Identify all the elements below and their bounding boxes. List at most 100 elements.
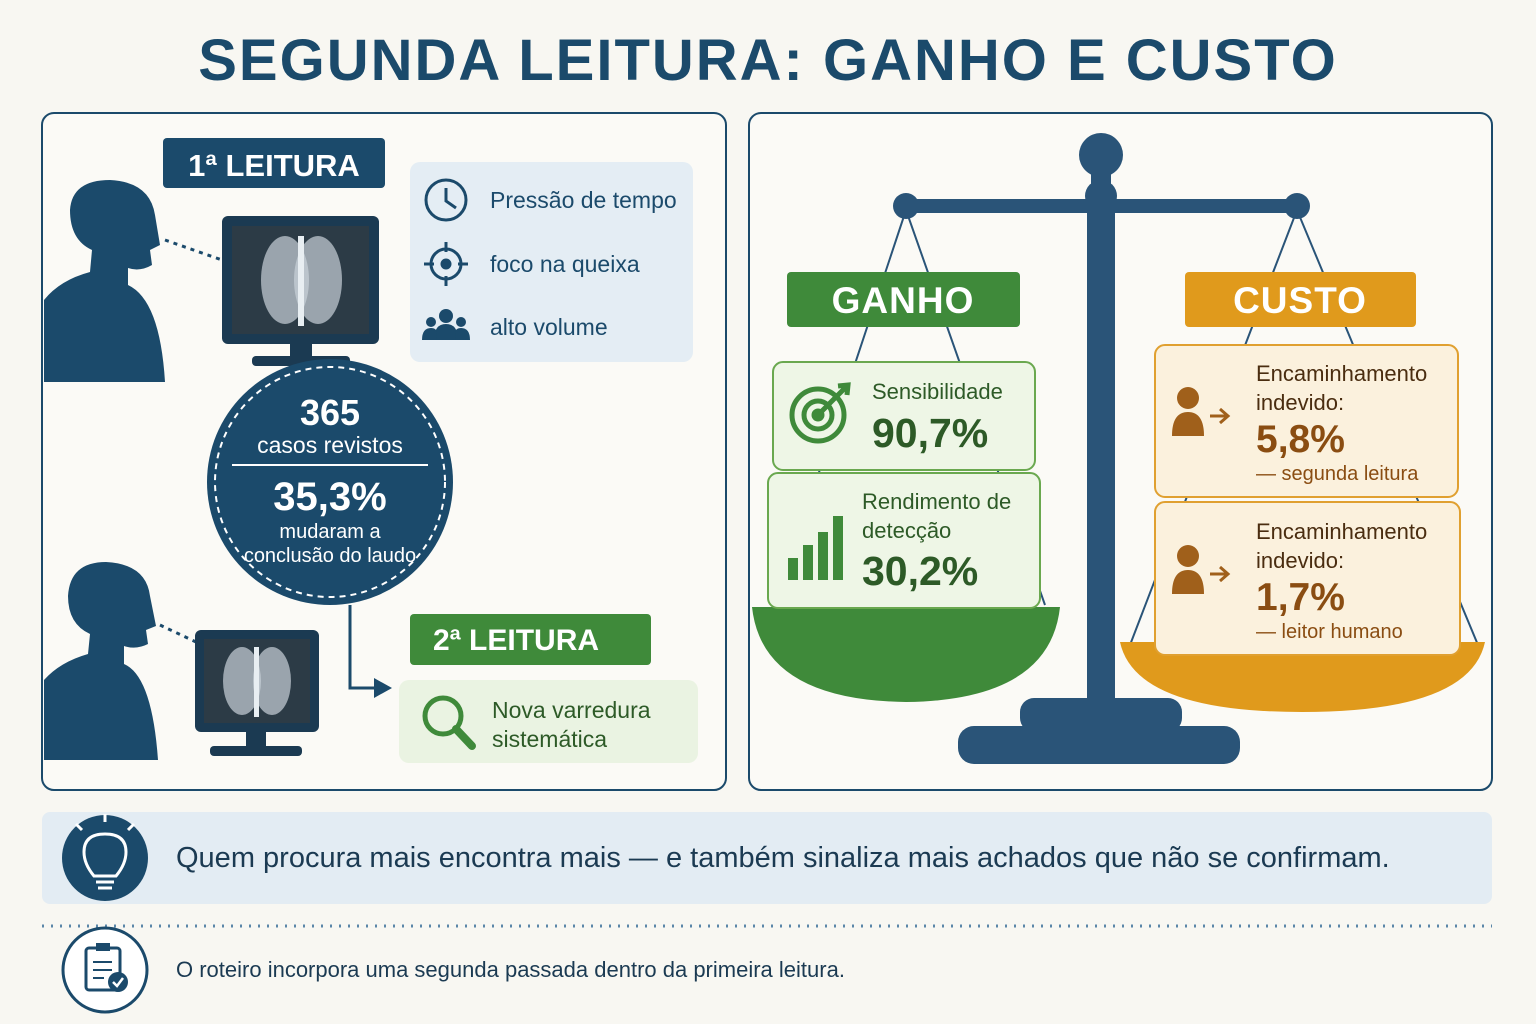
group-icon [422, 309, 470, 340]
percent-label: mudaram a conclusão do laudo [243, 521, 417, 567]
gain-badge [787, 272, 1020, 327]
target-icon-part [424, 242, 468, 286]
gaze-line [159, 623, 197, 644]
cost-item-value: 1,7% [1256, 576, 1345, 619]
insight: Quem procura mais encontra mais — e tamb… [176, 842, 1390, 874]
scale-part [958, 726, 1240, 764]
monitor-one-part [294, 236, 342, 324]
footer-note: O roteiro incorpora uma segunda passada … [176, 957, 845, 982]
gain-pan [752, 607, 1060, 702]
referral-icon-part [1210, 407, 1231, 425]
monitor-two-part [246, 732, 266, 746]
bulb-icon-part [82, 832, 128, 878]
referral-icon-part [1210, 565, 1231, 583]
insight-band [42, 812, 1492, 904]
target-icon-part [789, 386, 847, 444]
result-circle [207, 359, 453, 605]
target-icon-part [801, 398, 835, 432]
bar-chart-icon [788, 516, 843, 580]
cost-card [1154, 344, 1459, 498]
reader-two-part [44, 562, 158, 760]
first-reading-label: 1ª LEITURA [188, 148, 360, 183]
gain-item-label: Sensibilidade [872, 379, 1003, 404]
bulb-icon [74, 814, 136, 890]
percent: 35,3% [273, 475, 387, 519]
group-icon-part [422, 328, 437, 340]
gain-item-value: 30,2% [862, 548, 979, 594]
checklist-icon-part [93, 961, 112, 979]
first-reading-badge [163, 138, 385, 188]
gaze-line [164, 238, 223, 262]
reader-one-part [44, 180, 165, 382]
group-icon-part [456, 317, 466, 327]
group-icon-part [426, 317, 436, 327]
cost-item-note: — leitor humano [1256, 621, 1403, 643]
reader-one [44, 180, 165, 382]
bulb-badge [62, 815, 148, 901]
gain-label: GANHO [831, 280, 975, 321]
scale [893, 133, 1310, 764]
clock-icon [424, 178, 468, 222]
monitor-two-part [223, 647, 261, 715]
clock-icon-part [424, 178, 468, 222]
monitor-two-part [210, 746, 302, 756]
bulb-icon-part [74, 814, 136, 832]
scale-part [893, 193, 919, 219]
checklist-icon-part [112, 977, 124, 988]
monitor-two-part [253, 647, 291, 715]
magnifier-icon-part [422, 695, 464, 737]
count: 365 [299, 392, 361, 433]
gain-item-label: Rendimento de detecção [862, 489, 1012, 543]
monitor-one-part [261, 236, 309, 324]
referral-icon [1172, 387, 1231, 594]
factor: alto volume [490, 314, 608, 340]
referral-icon-part [1172, 570, 1204, 594]
title: SEGUNDA LEITURA: GANHO E CUSTO [198, 28, 1338, 93]
second-reading-badge [410, 614, 651, 665]
cost-item-note: — segunda leitura [1256, 463, 1419, 485]
clock-icon-part [444, 188, 457, 210]
factor: Pressão de tempo [490, 187, 677, 213]
bulb-icon-part [96, 880, 114, 890]
target-icon [424, 242, 468, 286]
gain-card [772, 361, 1036, 471]
target-icon-part [440, 258, 452, 270]
target-icon [789, 382, 851, 444]
group-icon-part [439, 309, 453, 323]
cost-item-label: Encaminhamento indevido: [1256, 361, 1428, 415]
scale-part [1079, 133, 1123, 177]
referral-icon-part [1177, 545, 1199, 567]
cost-item-value: 5,8% [1256, 418, 1345, 461]
magnifier-icon-part [452, 725, 476, 750]
cost-pan [1120, 642, 1485, 712]
second-reading-note: Nova varredura sistemática [492, 697, 651, 753]
bar-chart-icon-part [803, 545, 813, 580]
factor: foco na queixa [490, 251, 640, 277]
cost-label: CUSTO [1233, 280, 1367, 321]
checklist-icon [84, 943, 128, 992]
scale-part [1087, 200, 1115, 710]
monitor-two-part [254, 647, 259, 717]
factor-box [410, 162, 693, 362]
gain-item-value: 90,7% [872, 410, 989, 456]
bar-chart-icon-part [788, 558, 798, 580]
cost-item-label: Encaminhamento indevido: [1256, 519, 1428, 573]
referral-icon-part [1172, 412, 1204, 436]
reader-two [44, 562, 158, 760]
bar-chart-icon-part [818, 532, 828, 580]
count-label: casos revistos [257, 432, 403, 458]
monitor-one [222, 216, 379, 366]
bar-chart-icon-part [833, 516, 843, 580]
scale-part [1020, 698, 1182, 732]
magnifier-icon [422, 695, 476, 750]
result-circle-ring [214, 366, 446, 598]
second-reading-label: 2ª LEITURA [432, 624, 600, 657]
monitor-two [195, 630, 319, 756]
checklist-icon-part [108, 972, 128, 992]
scale-part [1085, 180, 1117, 212]
referral-icon-part [1177, 387, 1199, 409]
checklist-icon-part [96, 943, 110, 951]
group-icon-part [434, 324, 458, 340]
